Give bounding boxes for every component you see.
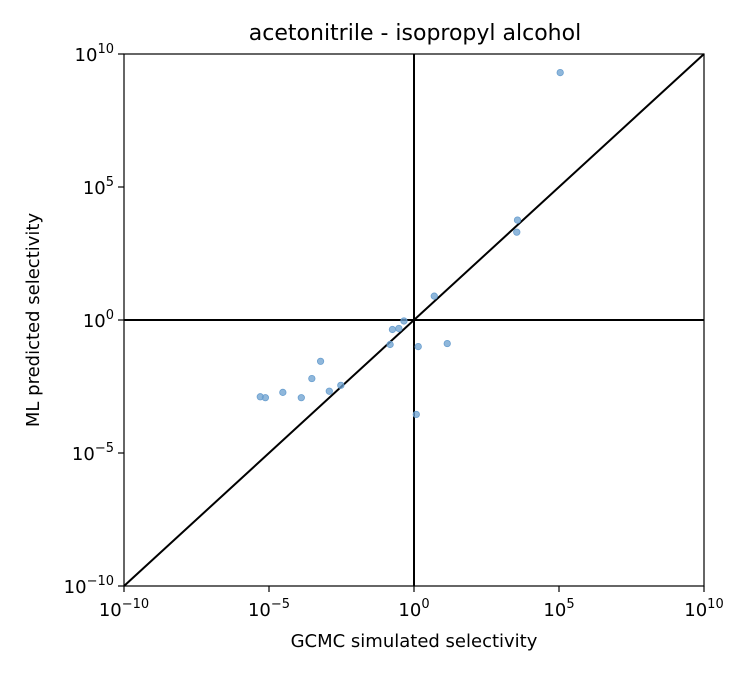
x-tick-label: 10−10 [99, 597, 149, 621]
data-point [297, 394, 305, 402]
y-tick-label: 10−5 [72, 441, 114, 465]
y-tick-label: 100 [83, 308, 114, 332]
x-tick-label: 100 [398, 597, 429, 621]
data-point [325, 387, 333, 395]
y-axis-ticks: 10−10 10−5 100 105 1010 [64, 42, 124, 598]
data-point [556, 68, 564, 77]
data-point [412, 410, 420, 419]
data-point [261, 394, 269, 402]
data-point [513, 216, 522, 224]
x-tick-label: 105 [543, 597, 574, 621]
data-point [400, 317, 408, 325]
data-point [388, 325, 397, 334]
data-point [279, 388, 287, 396]
x-axis-ticks: 10−10 10−5 100 105 1010 [99, 586, 724, 621]
data-point [395, 324, 403, 333]
y-tick-label: 1010 [75, 42, 114, 66]
reference-lines [123, 53, 705, 587]
data-point [308, 374, 316, 383]
data-point [430, 292, 438, 300]
data-point [414, 342, 422, 351]
chart-title: acetonitrile - isopropyl alcohol [249, 21, 581, 46]
y-tick-label: 10−10 [64, 574, 114, 598]
data-point [443, 339, 451, 348]
data-points [256, 68, 564, 419]
y-tick-label: 105 [83, 175, 114, 199]
data-point [386, 340, 394, 349]
data-point [337, 381, 345, 389]
x-tick-label: 1010 [684, 597, 723, 621]
x-tick-label: 10−5 [248, 597, 290, 621]
y-axis-label: ML predicted selectivity [23, 213, 44, 428]
data-point [513, 228, 521, 236]
data-point [316, 357, 325, 365]
x-axis-label: GCMC simulated selectivity [291, 631, 538, 652]
